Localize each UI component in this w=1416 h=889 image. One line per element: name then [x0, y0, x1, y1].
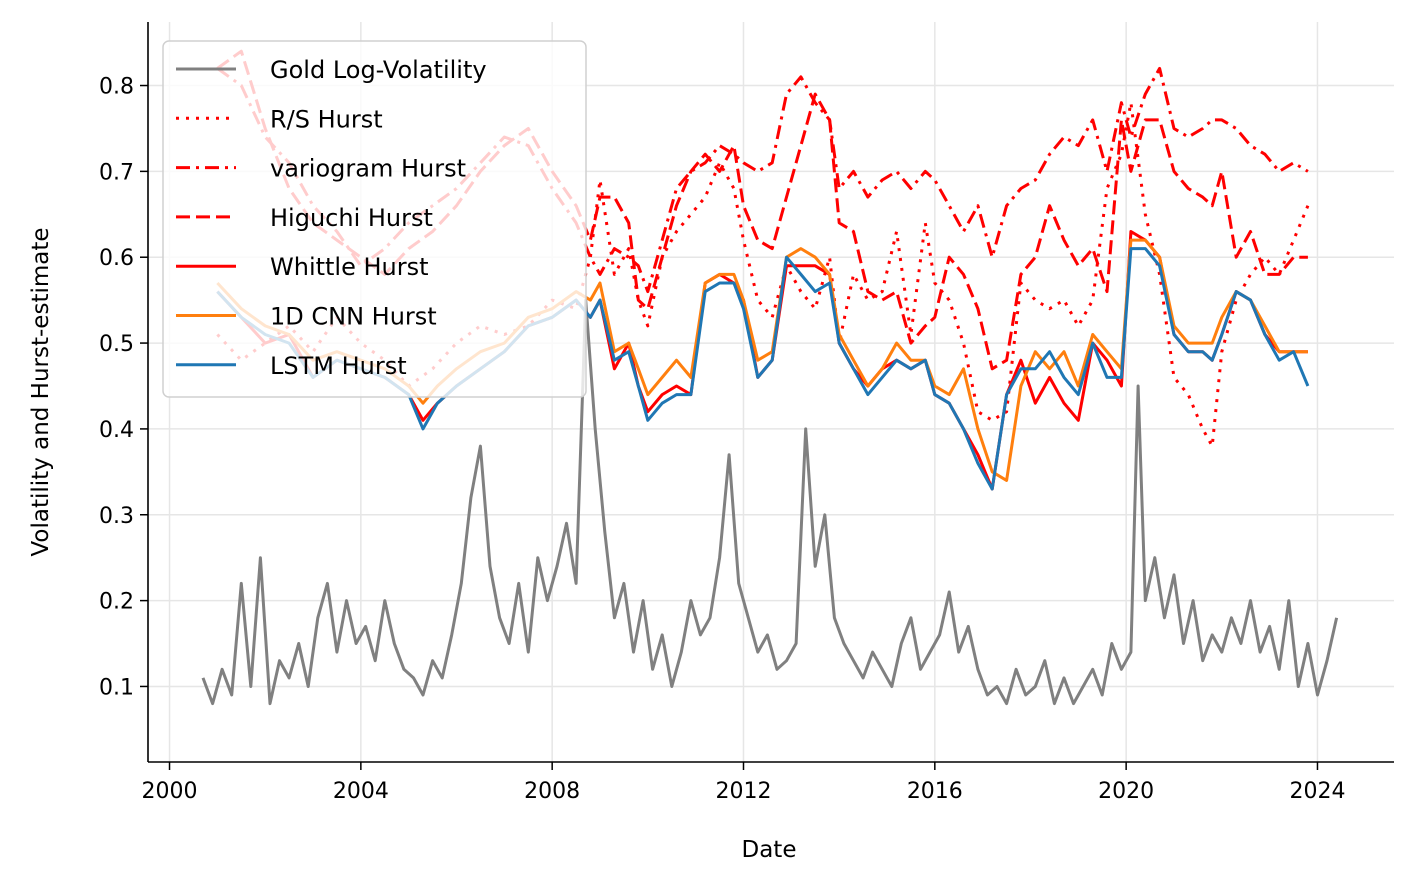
x-tick-label: 2024 [1289, 779, 1345, 804]
legend-items: Gold Log-Volatility R/S Hurst variogram Hu… [176, 56, 487, 380]
y-tick-label: 0.6 [99, 246, 134, 271]
x-ticks: 2000 2004 2008 2012 2016 2020 2024 [142, 762, 1345, 804]
legend-label-1d-cnn-hurst: 1D CNN Hurst [270, 303, 437, 331]
series-line-gold-log-volatility [201, 298, 1339, 706]
legend-label-lstm-hurst: LSTM Hurst [270, 352, 407, 380]
y-tick-label: 0.8 [99, 75, 134, 100]
legend-label-higuchi-hurst: Higuchi Hurst [270, 204, 433, 232]
y-axis-title: Volatility and Hurst-estimate [28, 227, 54, 556]
y-tick-label: 0.4 [99, 418, 134, 443]
y-ticks: 0.1 0.2 0.3 0.4 0.5 0.6 0.7 0.8 [99, 75, 148, 700]
y-tick-label: 0.1 [99, 675, 134, 700]
series-line-variogram-hurst [216, 66, 1309, 294]
legend: Gold Log-Volatility R/S Hurst variogram Hu… [162, 40, 587, 398]
x-tick-label: 2016 [907, 779, 963, 804]
legend-label-variogram-hurst: variogram Hurst [270, 155, 466, 183]
x-axis-title: Date [742, 837, 797, 863]
x-tick-label: 2012 [715, 779, 771, 804]
y-tick-label: 0.5 [99, 332, 134, 357]
y-tick-label: 0.2 [99, 590, 134, 615]
legend-label-gold-log-volatility: Gold Log-Volatility [270, 56, 487, 84]
x-tick-label: 2004 [333, 779, 389, 804]
legend-box [162, 40, 587, 398]
y-tick-label: 0.7 [99, 160, 134, 185]
x-tick-label: 2008 [524, 779, 580, 804]
x-tick-label: 2020 [1098, 779, 1154, 804]
axes [147, 22, 1394, 763]
x-tick-label: 2000 [142, 779, 198, 804]
legend-label-whittle-hurst: Whittle Hurst [270, 253, 429, 281]
y-tick-label: 0.3 [99, 504, 134, 529]
legend-label-r-s-hurst: R/S Hurst [270, 105, 383, 133]
